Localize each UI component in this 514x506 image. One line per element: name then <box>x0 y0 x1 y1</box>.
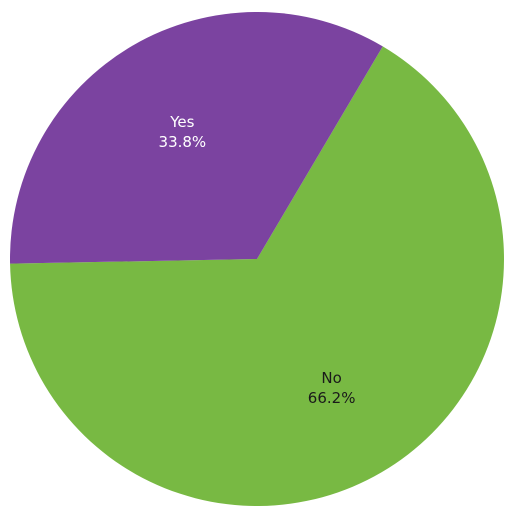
slice-label-no: No 66.2% <box>308 369 356 407</box>
slice-category-label: No <box>321 369 341 387</box>
pie-slice-yes <box>9 12 383 264</box>
slice-category-label: Yes <box>169 113 194 131</box>
slice-label-yes: Yes 33.8% <box>159 113 207 151</box>
slice-value-label: 33.8% <box>159 133 207 151</box>
slice-value-label: 66.2% <box>308 389 356 407</box>
pie-slice-no <box>10 46 504 506</box>
